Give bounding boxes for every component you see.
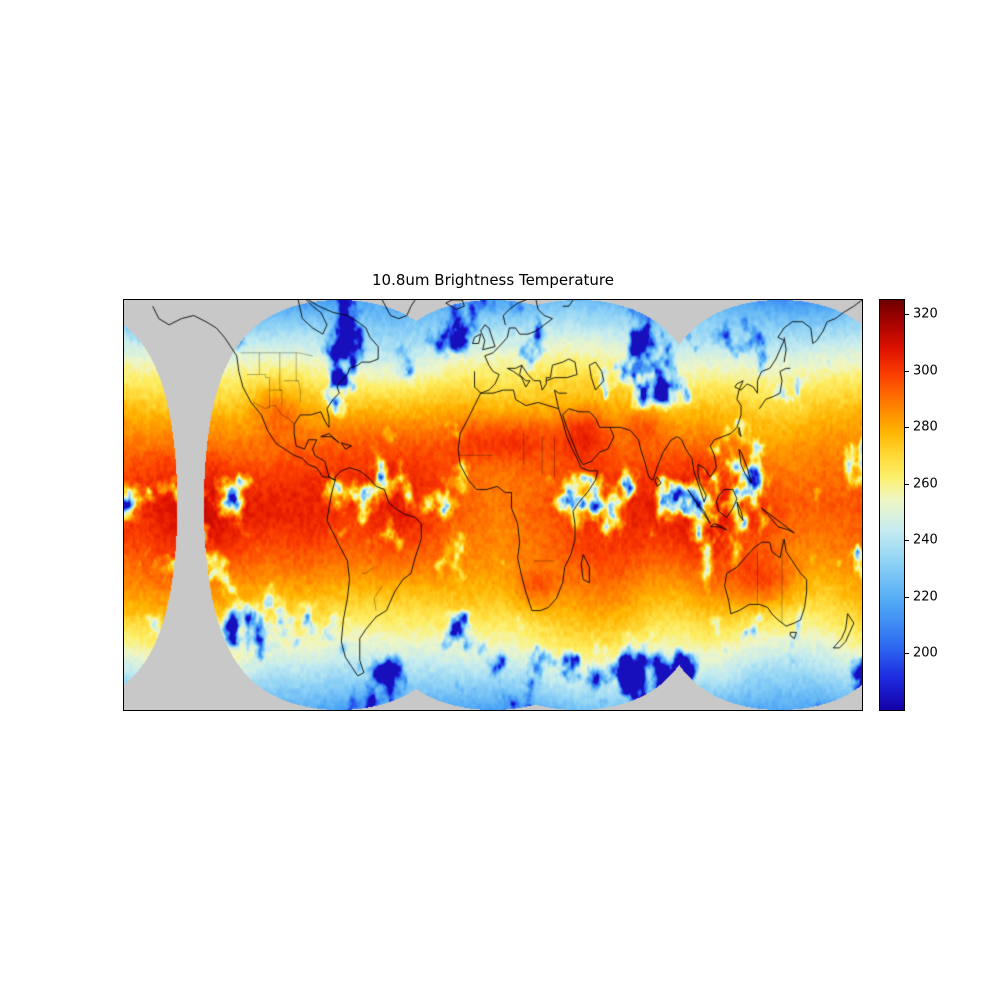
- colorbar-tick-label: 260: [913, 476, 938, 492]
- colorbar-gradient: [879, 299, 905, 711]
- colorbar: 320 300 280 260 240 220 200: [879, 299, 938, 711]
- colorbar-tick-label: 220: [913, 589, 938, 605]
- colorbar-tick-label: 320: [913, 306, 938, 322]
- colorbar-tick-mark: [905, 314, 909, 316]
- colorbar-tick-mark: [905, 653, 909, 655]
- map-plot-area: [123, 299, 863, 711]
- chart-title: 10.8um Brightness Temperature: [372, 271, 614, 289]
- colorbar-tick-mark: [905, 483, 909, 485]
- colorbar-tick-label: 300: [913, 363, 938, 379]
- colorbar-tick-label: 280: [913, 419, 938, 435]
- colorbar-tick-mark: [905, 596, 909, 598]
- colorbar-tick-mark: [905, 540, 909, 542]
- colorbar-tick-mark: [905, 370, 909, 372]
- colorbar-tick-mark: [905, 427, 909, 429]
- brightness-temperature-map: [124, 300, 862, 710]
- colorbar-tick-label: 240: [913, 532, 938, 548]
- colorbar-tick-label: 200: [913, 645, 938, 661]
